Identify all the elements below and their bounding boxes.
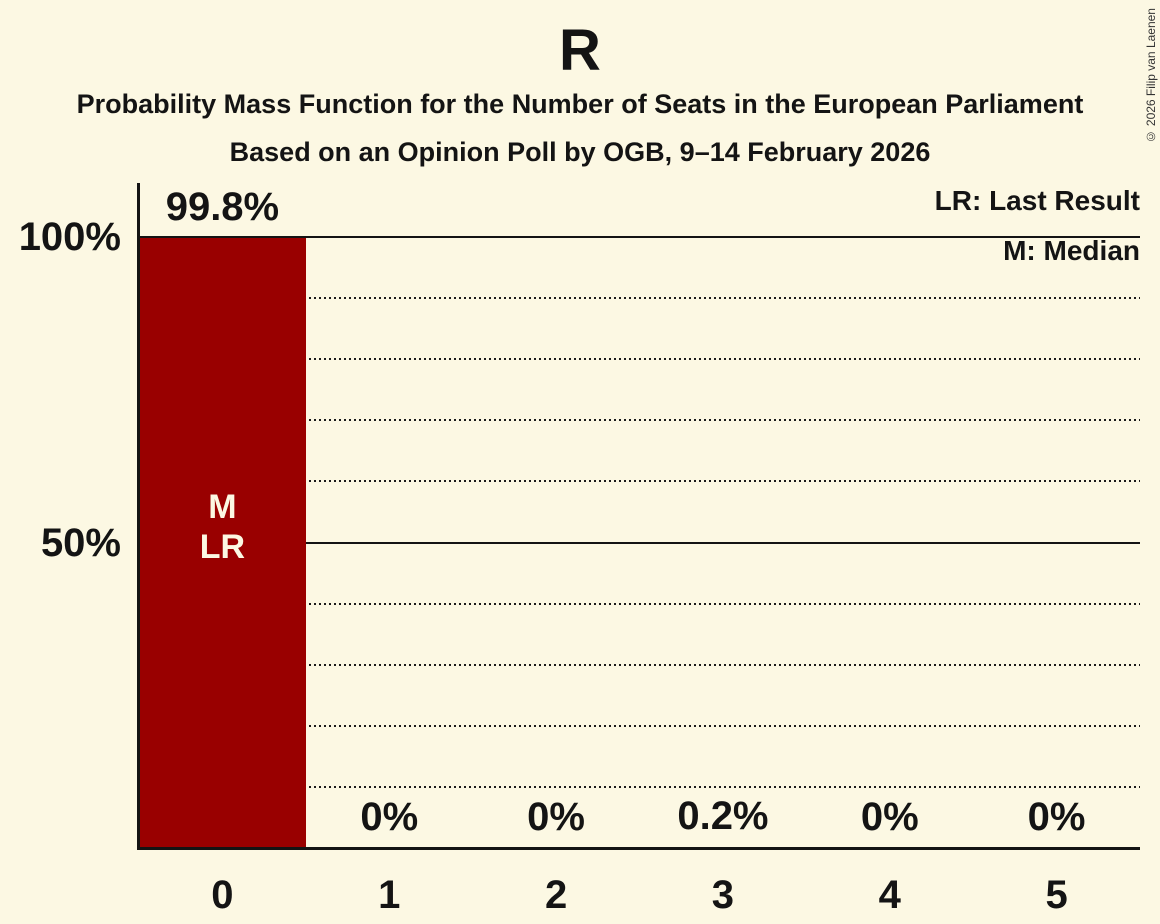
x-tick-label-4: 4 — [878, 873, 901, 917]
bar-value-label-0: 99.8% — [165, 185, 280, 230]
x-tick-label-2: 2 — [544, 873, 568, 917]
gridline-dotted-30 — [139, 663, 1140, 666]
bar-annotation-line: M — [208, 488, 237, 526]
bar-value-label-2: 0% — [527, 795, 585, 839]
gridline-dotted-20 — [139, 724, 1140, 727]
copyright-notice: © 2026 Filip van Laenen — [1144, 8, 1158, 144]
median-last-result-annotation: M LR — [139, 487, 306, 567]
gridline-dotted-90 — [139, 297, 1140, 300]
gridline-solid-100 — [139, 236, 1140, 238]
bar-value-label-1: 0% — [360, 795, 419, 839]
pmf-bar-0 — [139, 238, 306, 848]
bar-value-label-4: 0% — [860, 795, 919, 839]
chart-subtitle: Probability Mass Function for the Number… — [76, 89, 1084, 119]
gridline-dotted-80 — [139, 358, 1140, 361]
y-tick-label-100: 100% — [18, 215, 121, 259]
gridline-solid-50 — [139, 541, 1140, 544]
chart-subtitle-2: Based on an Opinion Poll by OGB, 9–14 Fe… — [229, 137, 931, 167]
y-tick-label-50: 50% — [40, 520, 121, 565]
legend-item-last-result: LR: Last Result — [934, 185, 1140, 216]
bar-value-label-5: 0% — [1027, 795, 1086, 839]
gridline-dotted-10 — [139, 785, 1140, 788]
gridline-dotted-60 — [139, 480, 1140, 483]
gridline-dotted-40 — [139, 602, 1140, 605]
x-tick-label-1: 1 — [378, 873, 401, 917]
bar-value-label-3: 0.2% — [677, 793, 769, 838]
y-axis-line — [137, 183, 140, 848]
gridline-dotted-70 — [139, 419, 1140, 422]
x-axis-line — [137, 847, 1140, 850]
legend-item-median: M: Median — [1003, 235, 1140, 266]
bar-annotation-line: LR — [199, 528, 246, 566]
chart-title: R — [559, 18, 601, 83]
x-tick-label-5: 5 — [1045, 873, 1068, 917]
x-tick-label-3: 3 — [711, 873, 735, 917]
x-tick-label-0: 0 — [211, 873, 234, 917]
